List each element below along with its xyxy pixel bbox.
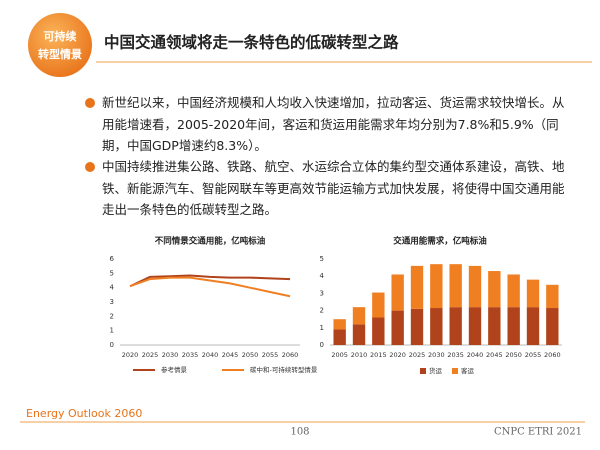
bullet-text: 中国持续推进集公路、铁路、航空、水运综合立体的集约型交通体系建设，高铁、地铁、新… bbox=[102, 159, 565, 217]
x-tick-label: 2030 bbox=[162, 351, 179, 359]
bar bbox=[507, 274, 520, 308]
legend-label: 参考情景 bbox=[161, 365, 188, 374]
y-tick-label: 3 bbox=[110, 298, 114, 306]
y-tick-label: 5 bbox=[320, 255, 324, 263]
y-tick-label: 4 bbox=[110, 284, 115, 292]
bar bbox=[468, 265, 482, 308]
x-tick-label: 2050 bbox=[505, 351, 522, 359]
title: 中国交通领域将走一条特色的低碳转型之路 bbox=[104, 33, 399, 52]
bar bbox=[372, 317, 385, 345]
legend-label: 货运 bbox=[429, 366, 443, 375]
bar bbox=[430, 308, 443, 345]
x-tick-label: 2045 bbox=[222, 351, 239, 359]
x-tick-label: 2020 bbox=[389, 351, 406, 359]
footer-right: CNPC ETRI 2021 bbox=[494, 427, 582, 438]
bar bbox=[352, 324, 366, 345]
bar bbox=[546, 284, 559, 309]
page-number: 108 bbox=[290, 427, 309, 438]
bar bbox=[430, 264, 443, 309]
line bbox=[129, 276, 291, 298]
bar bbox=[410, 265, 424, 309]
bar bbox=[352, 307, 366, 325]
legend-swatch bbox=[452, 368, 458, 374]
y-tick-label: 0 bbox=[110, 341, 114, 349]
legend-label: 碳中和-可持续转型情景 bbox=[250, 365, 318, 374]
badge-text: 转型情景 bbox=[38, 47, 82, 61]
bar bbox=[468, 307, 482, 345]
y-tick-label: 2 bbox=[110, 312, 114, 320]
x-tick-label: 2025 bbox=[409, 351, 426, 359]
y-tick-label: 0 bbox=[320, 341, 324, 349]
x-tick-label: 2040 bbox=[202, 351, 219, 359]
y-tick-label: 1 bbox=[110, 327, 114, 335]
bar bbox=[410, 308, 424, 345]
x-tick-label: 2055 bbox=[262, 351, 279, 359]
x-tick-label: 2015 bbox=[370, 351, 387, 359]
x-tick-label: 2030 bbox=[428, 351, 445, 359]
bar bbox=[372, 292, 385, 318]
line bbox=[129, 274, 291, 288]
y-tick-label: 1 bbox=[320, 324, 324, 332]
bar bbox=[449, 307, 462, 345]
x-tick-label: 2060 bbox=[282, 351, 299, 359]
x-tick-label: 2025 bbox=[142, 351, 159, 359]
x-tick-label: 2045 bbox=[486, 351, 503, 359]
x-tick-label: 2040 bbox=[467, 351, 484, 359]
bullet-icon bbox=[85, 162, 95, 172]
bar bbox=[333, 329, 346, 345]
bar bbox=[488, 307, 501, 345]
badge bbox=[28, 13, 92, 77]
x-tick-label: 2035 bbox=[447, 351, 464, 359]
x-tick-label: 2060 bbox=[544, 351, 561, 359]
bar bbox=[546, 308, 559, 345]
bar bbox=[333, 319, 346, 330]
chart-title: 交通用能需求，亿吨标油 bbox=[393, 236, 487, 247]
y-tick-label: 6 bbox=[110, 255, 115, 263]
legend-swatch bbox=[420, 368, 426, 374]
x-tick-label: 2005 bbox=[331, 351, 348, 359]
y-tick-label: 3 bbox=[320, 289, 324, 297]
bar bbox=[507, 307, 520, 345]
chart-title: 不同情景交通用能，亿吨标油 bbox=[155, 236, 266, 247]
y-tick-label: 5 bbox=[110, 269, 114, 277]
bar bbox=[391, 274, 404, 311]
x-tick-label: 2050 bbox=[242, 351, 259, 359]
badge-text: 可持续 bbox=[44, 29, 77, 43]
legend-label: 客运 bbox=[461, 366, 475, 375]
x-tick-label: 2055 bbox=[525, 351, 542, 359]
footer-left: Energy Outlook 2060 bbox=[26, 407, 142, 420]
y-tick-label: 2 bbox=[320, 307, 324, 315]
bar bbox=[391, 310, 404, 345]
bullet-icon bbox=[85, 98, 95, 108]
y-tick-label: 4 bbox=[320, 272, 325, 280]
x-tick-label: 2020 bbox=[122, 351, 139, 359]
bar bbox=[526, 307, 540, 345]
x-tick-label: 2010 bbox=[351, 351, 368, 359]
bullet-text: 新世纪以来，中国经济规模和人均收入快速增加，拉动客运、货运需求较快增长。从用能增… bbox=[102, 95, 565, 153]
x-tick-label: 2035 bbox=[182, 351, 199, 359]
bar bbox=[526, 279, 540, 308]
bar bbox=[488, 271, 501, 308]
bar bbox=[449, 264, 462, 308]
